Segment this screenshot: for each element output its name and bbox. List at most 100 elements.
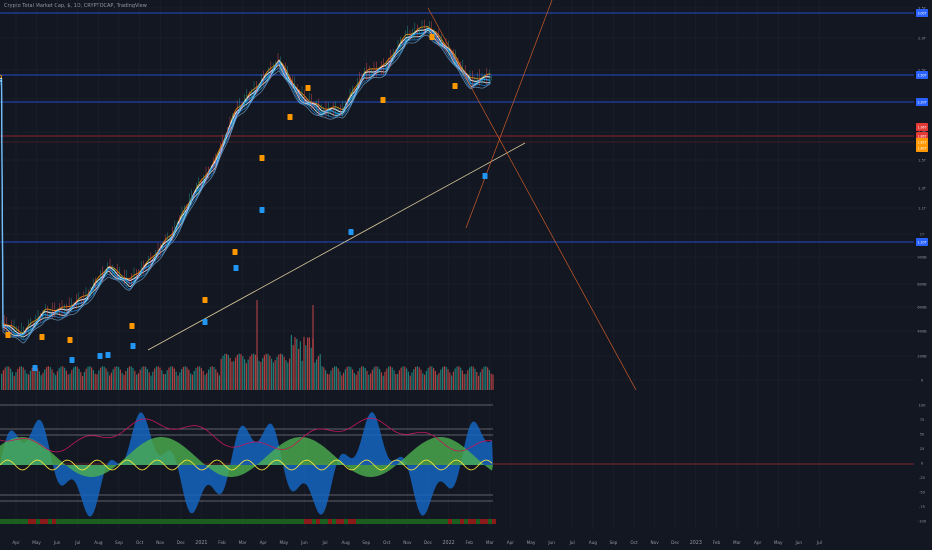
volume-bar bbox=[20, 366, 22, 390]
price-label-box bbox=[916, 98, 928, 106]
status-cell bbox=[72, 519, 76, 524]
volume-bar bbox=[170, 366, 172, 390]
volume-bar bbox=[373, 367, 375, 390]
x-tick-label: Apr bbox=[260, 540, 268, 545]
volume-bar bbox=[53, 372, 55, 390]
volume-bar bbox=[274, 360, 276, 390]
status-cell bbox=[292, 519, 296, 524]
volume-bar bbox=[407, 371, 409, 390]
status-cell bbox=[364, 519, 368, 524]
status-cell bbox=[32, 519, 36, 524]
status-cell bbox=[156, 519, 160, 524]
volume-bar bbox=[83, 371, 85, 390]
x-tick-label: Dec bbox=[671, 540, 680, 545]
status-cell bbox=[260, 519, 264, 524]
volume-bar bbox=[164, 374, 166, 390]
volume-bar bbox=[283, 356, 285, 390]
status-cell bbox=[428, 519, 432, 524]
volume-bar bbox=[42, 372, 44, 390]
volume-bar bbox=[1, 373, 3, 390]
status-cell bbox=[160, 519, 164, 524]
volume-bar bbox=[206, 373, 208, 390]
price-label-box bbox=[916, 123, 928, 131]
volume-bar bbox=[222, 355, 224, 390]
y-tick-label: 1T bbox=[920, 233, 925, 237]
status-cell bbox=[416, 519, 420, 524]
status-cell bbox=[272, 519, 276, 524]
status-cell bbox=[28, 519, 32, 524]
status-cell bbox=[384, 519, 388, 524]
volume-bar bbox=[323, 367, 325, 390]
volume-bar bbox=[427, 367, 429, 390]
volume-bar bbox=[130, 366, 132, 390]
volume-bar bbox=[89, 366, 91, 390]
volume-bar bbox=[290, 335, 292, 390]
x-tick-label: Aug bbox=[342, 540, 351, 545]
status-cell bbox=[404, 519, 408, 524]
volume-bar bbox=[15, 372, 17, 390]
status-cell bbox=[96, 519, 100, 524]
sell-marker bbox=[287, 114, 293, 120]
status-cell bbox=[288, 519, 292, 524]
volume-bar bbox=[94, 373, 96, 390]
volume-bar bbox=[87, 366, 89, 390]
x-tick-label: Nov bbox=[403, 540, 412, 545]
status-cell bbox=[352, 519, 356, 524]
volume-bars bbox=[1, 300, 494, 390]
volume-bar bbox=[202, 371, 204, 390]
osc-yellow-line bbox=[0, 459, 493, 471]
volume-bar bbox=[159, 367, 161, 390]
volume-bar bbox=[328, 374, 330, 390]
volume-bar bbox=[461, 370, 463, 390]
buy-marker bbox=[32, 365, 38, 371]
volume-bar bbox=[218, 375, 220, 390]
x-tick-label: Dec bbox=[177, 540, 186, 545]
volume-bar bbox=[137, 373, 139, 390]
volume-bar bbox=[145, 366, 147, 390]
buy-marker bbox=[482, 173, 488, 179]
volume-bar bbox=[121, 373, 123, 390]
status-cell bbox=[488, 519, 492, 524]
volume-bar bbox=[60, 366, 62, 390]
status-cell bbox=[4, 519, 8, 524]
volume-bar bbox=[224, 353, 226, 390]
volume-bar bbox=[85, 368, 87, 390]
status-cell bbox=[124, 519, 128, 524]
status-cell bbox=[236, 519, 240, 524]
sell-marker bbox=[232, 249, 238, 255]
volume-bar bbox=[100, 367, 102, 390]
volume-bar bbox=[166, 370, 168, 390]
status-cell bbox=[24, 519, 28, 524]
volume-bar bbox=[488, 369, 490, 390]
volume-bar bbox=[361, 366, 363, 390]
status-cell bbox=[148, 519, 152, 524]
volume-bar bbox=[314, 362, 316, 390]
volume-bar bbox=[438, 373, 440, 390]
volume-bar bbox=[101, 366, 103, 390]
volume-bar bbox=[6, 366, 8, 390]
volume-bar bbox=[251, 354, 253, 390]
volume-bar bbox=[235, 357, 237, 390]
volume-bar bbox=[119, 369, 121, 390]
x-tick-label: Jun bbox=[795, 540, 803, 545]
status-cell bbox=[88, 519, 92, 524]
y-tick-label: 800B bbox=[917, 283, 927, 287]
status-cell bbox=[192, 519, 196, 524]
volume-bar bbox=[492, 374, 494, 390]
axes: Apr May Jun Jul Aug Sep Oct Nov Dec 2021 Feb Mar Apr… bbox=[12, 7, 928, 546]
status-cell bbox=[348, 519, 352, 524]
sell-marker bbox=[39, 334, 45, 340]
status-cell bbox=[180, 519, 184, 524]
status-cell bbox=[168, 519, 172, 524]
volume-bar bbox=[460, 367, 462, 390]
volume-bar bbox=[125, 371, 127, 390]
status-cell bbox=[112, 519, 116, 524]
status-cell bbox=[64, 519, 68, 524]
y-tick-label: 400B bbox=[917, 330, 927, 334]
status-cell bbox=[304, 519, 308, 524]
volume-bar bbox=[487, 367, 489, 390]
volume-bar bbox=[49, 367, 51, 390]
status-cell bbox=[228, 519, 232, 524]
volume-bar bbox=[109, 375, 111, 390]
